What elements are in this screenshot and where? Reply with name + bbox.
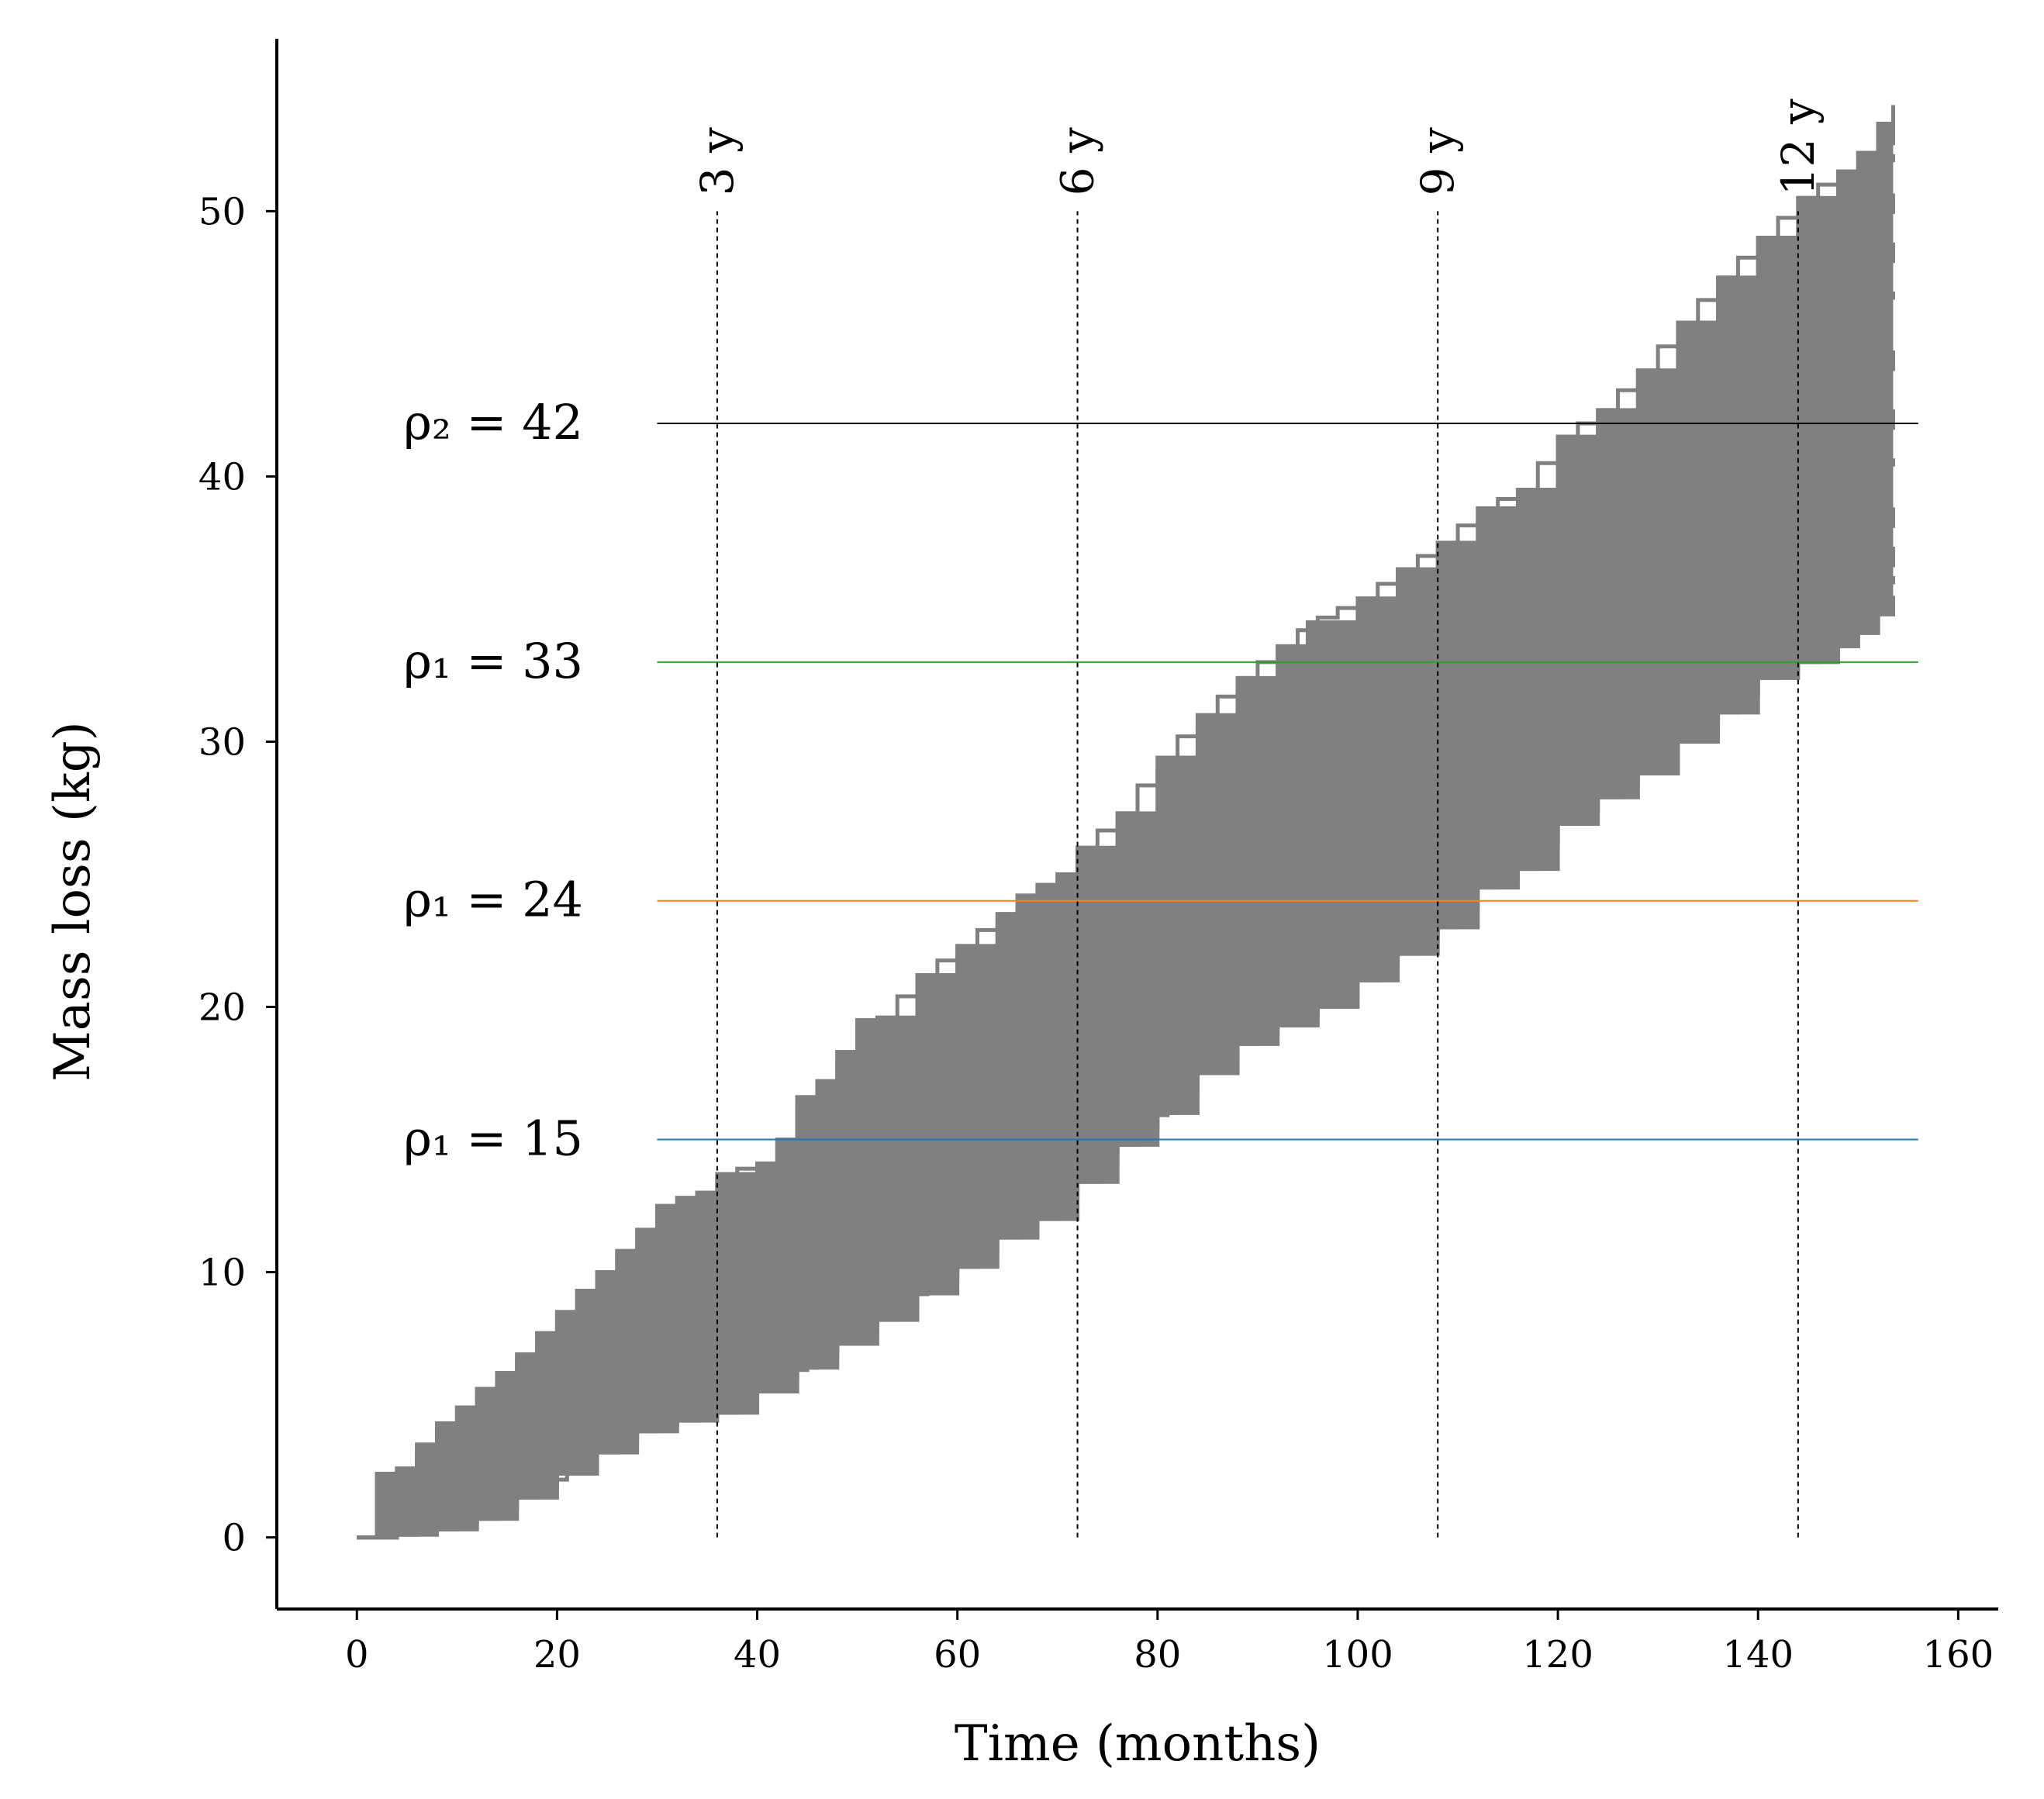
axes: 0 20 40 60 80 100 120 140 160 0 10 20 30 40 50 [199, 39, 1998, 1676]
threshold-label: ρ₁ = 33 [403, 633, 583, 689]
threshold-label: ρ₁ = 24 [403, 872, 583, 928]
trajectory-line [357, 291, 1895, 1540]
threshold-label: ρ₂ = 42 [403, 394, 583, 451]
trajectory-line [357, 242, 1895, 1540]
y-tick-label: 30 [199, 720, 246, 764]
y-tick-label: 20 [199, 986, 246, 1030]
threshold-label: ρ₁ = 15 [403, 1110, 583, 1167]
x-tick-label: 100 [1322, 1633, 1393, 1676]
x-tick-label: 140 [1722, 1633, 1794, 1676]
x-tick-label: 40 [734, 1633, 781, 1676]
x-tick-label: 0 [345, 1633, 369, 1676]
year-marker-label: 12 y [1772, 98, 1825, 195]
year-marker-label: 9 y [1411, 127, 1464, 195]
year-marker-label: 6 y [1051, 127, 1104, 195]
year-marker-lines: 3 y 6 y 9 y 12 y [691, 98, 1825, 1538]
x-axis-title: Time (months) [955, 1715, 1321, 1773]
trajectory-line [357, 576, 1895, 1540]
trajectory-line [357, 124, 1895, 1540]
year-marker-label: 3 y [691, 127, 744, 195]
trajectory-line [357, 409, 1895, 1540]
x-tick-label: 80 [1134, 1633, 1181, 1676]
trajectory-upper-edge [357, 105, 1895, 1540]
trajectory-line [357, 507, 1895, 1540]
chart-labels: Time (months) Mass loss (kg) [44, 721, 1321, 1773]
x-tick-label: 60 [934, 1633, 981, 1676]
trajectory-band-fill [357, 105, 1894, 1538]
trajectory-band [357, 105, 1895, 1540]
y-tick-label: 0 [222, 1517, 246, 1560]
threshold-lines: ρ₂ = 42 ρ₁ = 33 ρ₁ = 24 ρ₁ = 15 [403, 394, 1918, 1167]
trajectory-lower-edge [357, 596, 1895, 1540]
x-tick-label: 160 [1923, 1633, 1994, 1676]
trajectory-line [357, 350, 1895, 1540]
y-tick-label: 10 [199, 1252, 246, 1295]
y-tick-label: 50 [199, 190, 246, 233]
x-tick-label: 120 [1522, 1633, 1593, 1676]
y-tick-label: 40 [199, 455, 246, 499]
y-axis-title: Mass loss (kg) [44, 721, 102, 1081]
x-tick-label: 20 [533, 1633, 581, 1676]
trajectory-line [357, 458, 1895, 1540]
